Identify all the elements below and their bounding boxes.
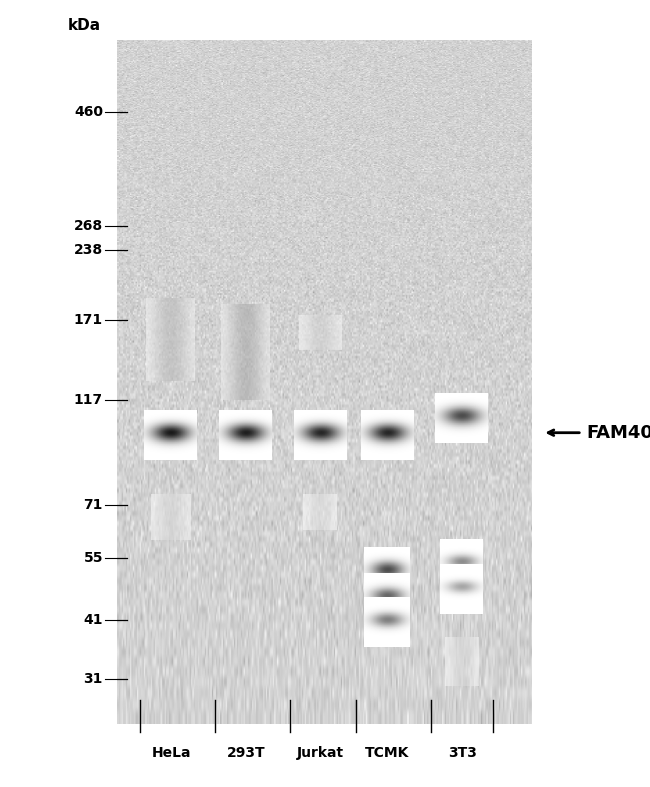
Text: kDa: kDa bbox=[68, 17, 101, 32]
Text: HeLa: HeLa bbox=[151, 746, 191, 760]
Text: 31: 31 bbox=[84, 672, 103, 685]
Text: 171: 171 bbox=[74, 313, 103, 327]
Text: FAM40A: FAM40A bbox=[587, 423, 650, 442]
Text: 293T: 293T bbox=[227, 746, 265, 760]
Text: 238: 238 bbox=[74, 243, 103, 257]
Text: 55: 55 bbox=[83, 552, 103, 565]
Text: 460: 460 bbox=[74, 105, 103, 119]
Text: 268: 268 bbox=[74, 219, 103, 232]
Text: 71: 71 bbox=[84, 497, 103, 512]
Text: 117: 117 bbox=[74, 393, 103, 407]
Text: 41: 41 bbox=[83, 613, 103, 627]
Text: 3T3: 3T3 bbox=[448, 746, 476, 760]
Text: Jurkat: Jurkat bbox=[297, 746, 344, 760]
Text: TCMK: TCMK bbox=[365, 746, 410, 760]
